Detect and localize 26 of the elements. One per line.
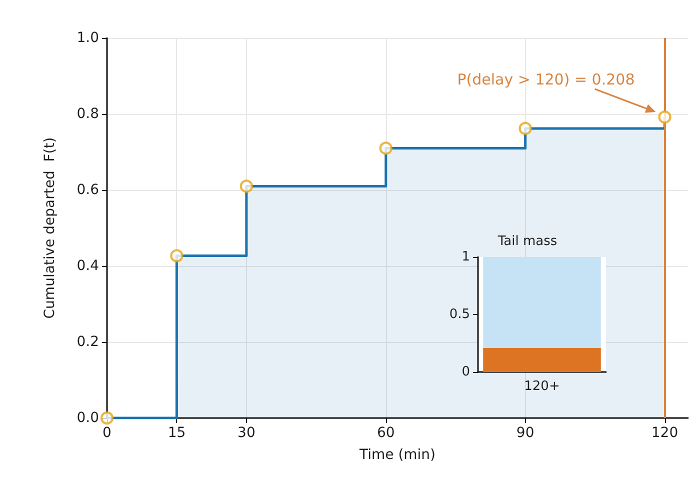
y-tick-label: 0.5 — [449, 307, 470, 322]
y-tick-label: 0.0 — [76, 410, 99, 426]
y-tick-label: 0.4 — [76, 258, 100, 274]
y-tick-label: 0.2 — [76, 334, 99, 350]
x-tick-label: 15 — [168, 425, 186, 441]
x-axis-title: Time (min) — [358, 447, 436, 463]
y-axis-title: Cumulative departed F(t) — [42, 137, 58, 319]
annotation: P(delay > 120) = 0.208 — [457, 70, 635, 89]
point — [658, 110, 672, 124]
y-tick-label: 0.6 — [76, 182, 100, 198]
point — [379, 142, 392, 155]
point — [518, 122, 532, 136]
y-tick-label: 1 — [462, 250, 470, 264]
x-tick-label: 120 — [651, 425, 678, 441]
x-tick-label: 90 — [516, 425, 534, 441]
y-tick-label: 0 — [462, 364, 470, 380]
chart-title: Tail mass — [496, 234, 558, 249]
x-tick-label: 60 — [376, 425, 395, 441]
y-tick-label: 1.0 — [76, 30, 99, 46]
x-tick-label: 120+ — [524, 379, 560, 394]
point — [100, 411, 114, 425]
point — [240, 180, 254, 193]
x-tick-label: 30 — [238, 425, 256, 441]
x-tick-label: 0 — [102, 425, 112, 441]
point — [170, 249, 184, 262]
y-tick-label: 0.8 — [76, 106, 99, 122]
